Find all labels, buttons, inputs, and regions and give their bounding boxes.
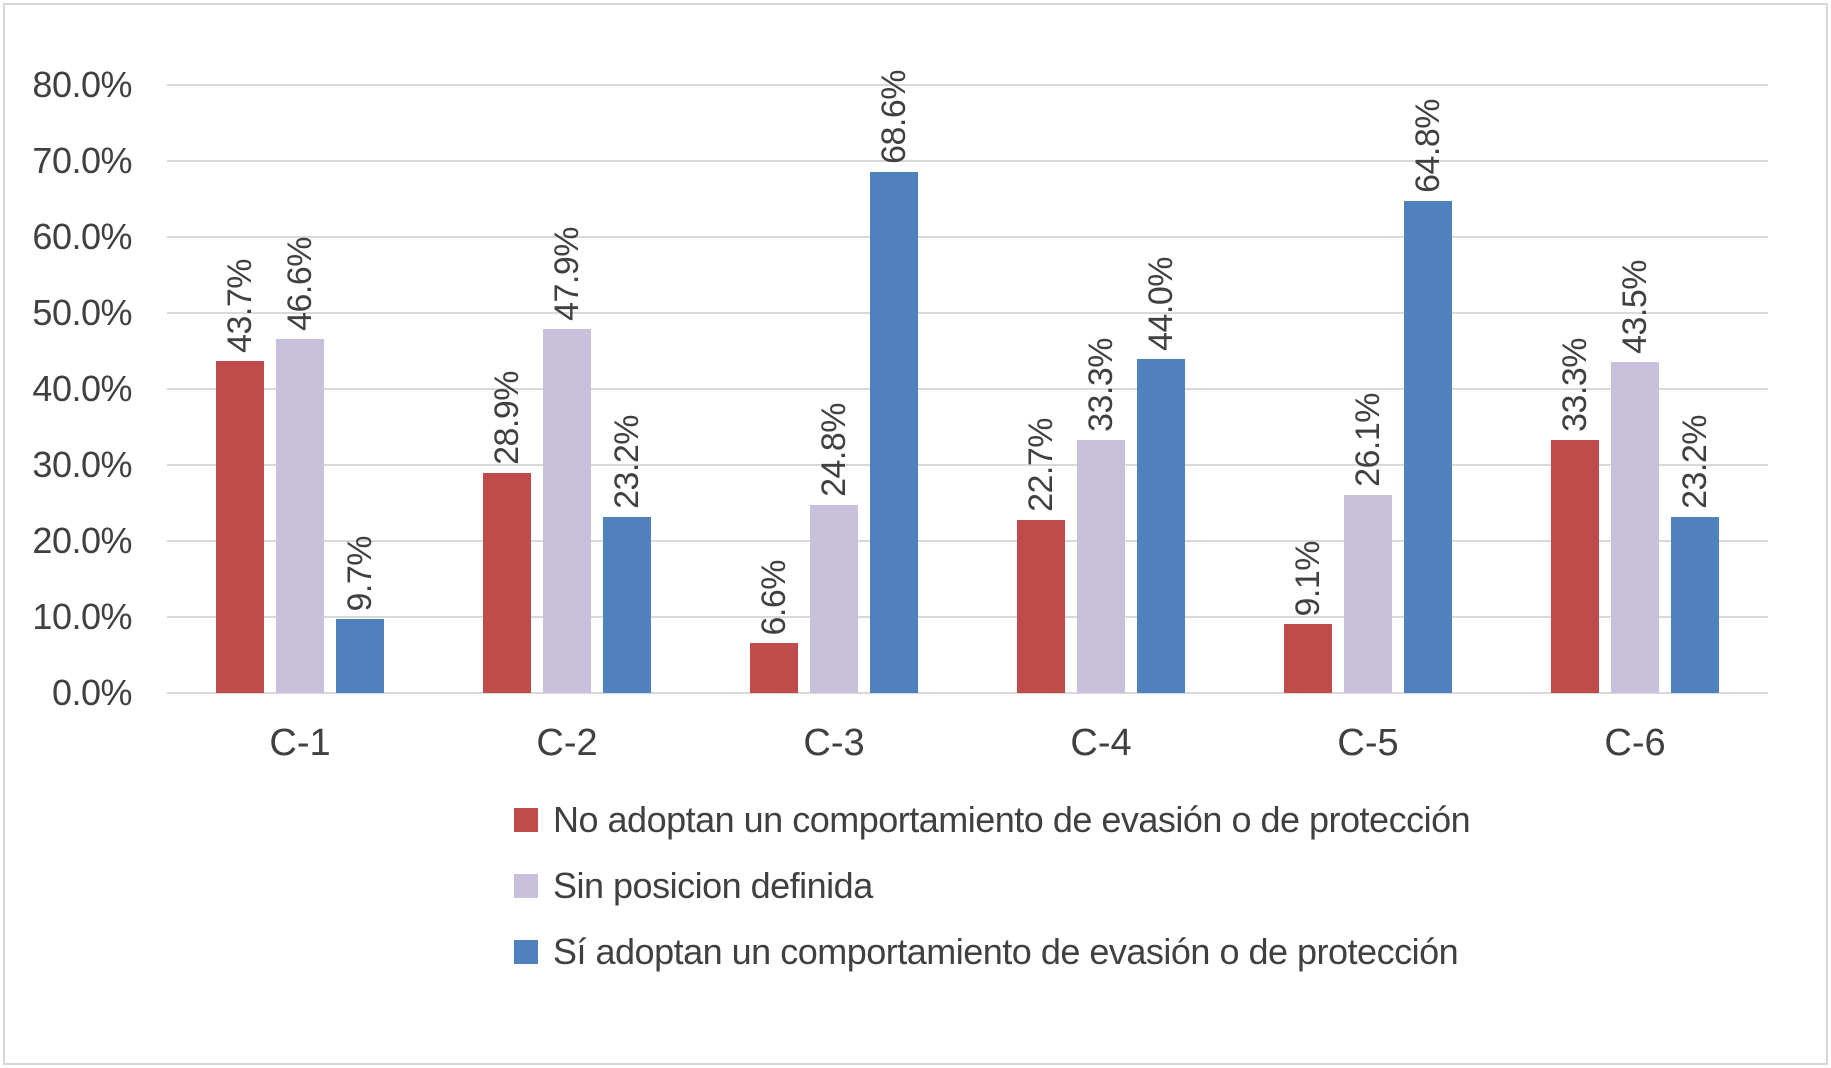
bar-series-1-c-1: 43.7% <box>216 259 264 693</box>
data-label: 43.7% <box>221 259 259 353</box>
bar-series-3-c-5: 64.8% <box>1404 99 1452 693</box>
bar-series-2-c-3: 24.8% <box>810 403 858 693</box>
bar-group-c-6: 33.3% 43.5% 23.2% <box>1551 260 1719 693</box>
x-category-label: C-5 <box>1337 722 1399 764</box>
data-label: 28.9% <box>488 371 526 465</box>
data-label: 6.6% <box>755 559 793 636</box>
bar-series-2-c-5: 26.1% <box>1344 393 1392 693</box>
x-category-label: C-4 <box>1070 722 1132 764</box>
y-tick-label: 50.0% <box>32 292 132 333</box>
bar-series-1-c-2: 28.9% <box>483 371 531 693</box>
data-label: 9.1% <box>1289 540 1327 617</box>
x-category-label: C-2 <box>536 722 598 764</box>
data-label: 9.7% <box>341 535 379 612</box>
x-category-label: C-6 <box>1604 722 1666 764</box>
y-tick-label: 80.0% <box>32 64 132 105</box>
x-category-label: C-3 <box>803 722 865 764</box>
legend-label: Sí adoptan un comportamiento de evasión … <box>553 930 1459 972</box>
data-label: 64.8% <box>1409 99 1447 193</box>
bar-series-2-c-4: 33.3% <box>1077 338 1125 693</box>
y-tick-label: 0.0% <box>51 672 133 713</box>
gridline <box>167 616 1768 618</box>
data-label: 46.6% <box>281 237 319 331</box>
legend-label: Sin posicion definida <box>553 864 873 906</box>
legend: No adoptan un comportamiento de evasión … <box>514 797 1471 974</box>
data-label: 23.2% <box>608 415 646 509</box>
data-label: 44.0% <box>1142 257 1180 351</box>
data-label: 26.1% <box>1349 393 1387 487</box>
data-label: 43.5% <box>1616 260 1654 354</box>
data-label: 33.3% <box>1082 338 1120 432</box>
bar-series-3-c-3: 68.6% <box>870 70 918 693</box>
legend-item-1: No adoptan un comportamiento de evasión … <box>514 797 1471 842</box>
data-label: 33.3% <box>1556 338 1594 432</box>
bar-series-3-c-6: 23.2% <box>1671 415 1719 693</box>
gridline <box>167 388 1768 390</box>
legend-swatch-icon <box>514 939 538 964</box>
gridline <box>167 160 1768 162</box>
gridline <box>167 236 1768 238</box>
bar-group-c-4: 22.7% 33.3% 44.0% <box>1017 257 1185 693</box>
bar-series-3-c-4: 44.0% <box>1137 257 1185 693</box>
bar-series-3-c-2: 23.2% <box>603 415 651 693</box>
bar-series-1-c-4: 22.7% <box>1017 418 1065 693</box>
legend-swatch-icon <box>514 807 538 832</box>
y-tick-label: 30.0% <box>32 444 132 485</box>
y-tick-label: 70.0% <box>32 140 132 181</box>
gridline <box>167 84 1768 86</box>
bar-group-c-3: 6.6% 24.8% 68.6% <box>750 70 918 693</box>
y-tick-label: 40.0% <box>32 368 132 409</box>
gridline <box>167 692 1768 694</box>
bar-series-1-c-3: 6.6% <box>750 560 798 693</box>
data-label: 68.6% <box>875 70 913 164</box>
bar-series-3-c-1: 9.7% <box>336 536 384 693</box>
bar-group-c-2: 28.9% 47.9% 23.2% <box>483 227 651 693</box>
bar-series-2-c-6: 43.5% <box>1611 260 1659 693</box>
gridline <box>167 540 1768 542</box>
x-category-label: C-1 <box>269 722 331 764</box>
plot-area: 43.7% 46.6% 9.7% 28.9% 47.9% 23.2% 6.6% 24.8% 68… <box>167 70 1768 694</box>
bar-series-2-c-1: 46.6% <box>276 237 324 693</box>
legend-swatch-icon <box>514 873 538 898</box>
gridline <box>167 312 1768 314</box>
legend-item-3: Sí adoptan un comportamiento de evasión … <box>514 929 1470 974</box>
data-label: 24.8% <box>815 403 853 497</box>
data-label: 47.9% <box>548 227 586 321</box>
y-tick-label: 60.0% <box>32 216 132 257</box>
bar-group-c-5: 9.1% 26.1% 64.8% <box>1284 99 1452 693</box>
bar-series-1-c-6: 33.3% <box>1551 338 1599 693</box>
legend-item-2: Sin posicion definida <box>514 863 1470 908</box>
legend-label: No adoptan un comportamiento de evasión … <box>553 798 1471 840</box>
gridline <box>167 464 1768 466</box>
y-tick-label: 10.0% <box>32 596 132 637</box>
bar-series-2-c-2: 47.9% <box>543 227 591 693</box>
y-tick-label: 20.0% <box>32 520 132 561</box>
data-label: 23.2% <box>1676 415 1714 509</box>
bar-series-1-c-5: 9.1% <box>1284 541 1332 693</box>
data-label: 22.7% <box>1022 418 1060 512</box>
bar-group-c-1: 43.7% 46.6% 9.7% <box>216 237 384 693</box>
